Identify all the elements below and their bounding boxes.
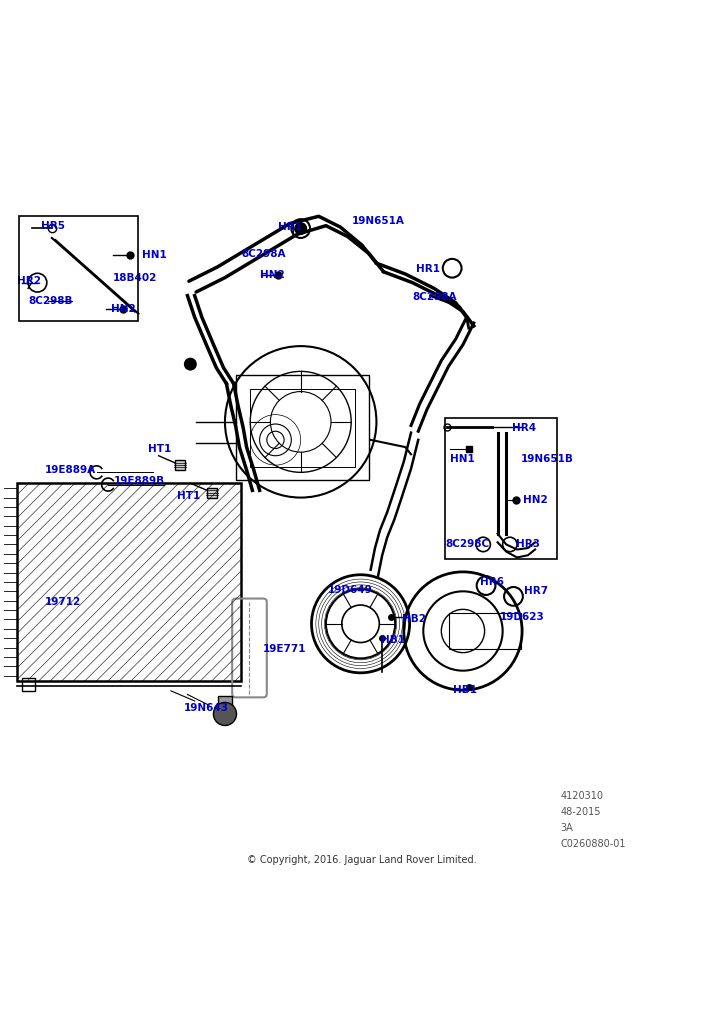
Text: HR1: HR1 (416, 264, 440, 274)
Bar (445, 418, 557, 559)
Text: 8C298C: 8C298C (446, 540, 490, 550)
Text: 19D623: 19D623 (500, 611, 544, 622)
Text: 19E889A: 19E889A (45, 465, 96, 475)
Text: 19N651A: 19N651A (352, 216, 405, 226)
Text: HT1: HT1 (177, 492, 200, 501)
Text: HR7: HR7 (524, 587, 548, 596)
Text: HN2: HN2 (111, 303, 136, 313)
Text: 18B402: 18B402 (113, 272, 158, 283)
Text: HN2: HN2 (523, 496, 547, 506)
Text: HB1: HB1 (453, 685, 477, 695)
Text: 8C298B: 8C298B (29, 296, 73, 306)
Circle shape (185, 358, 196, 370)
Text: HR6: HR6 (479, 577, 504, 587)
Text: 48-2015: 48-2015 (560, 807, 601, 817)
Text: HR5: HR5 (41, 221, 65, 230)
Text: HN1: HN1 (450, 454, 475, 464)
Text: HN1: HN1 (142, 250, 167, 259)
Text: HN2: HN2 (260, 270, 285, 281)
Text: 19E889B: 19E889B (114, 476, 165, 486)
Text: 19712: 19712 (45, 597, 81, 607)
Circle shape (214, 702, 237, 725)
Text: 8C298A: 8C298A (242, 249, 286, 259)
Text: HT1: HT1 (148, 443, 171, 454)
Text: 19D649: 19D649 (328, 585, 373, 595)
Text: 4120310: 4120310 (560, 792, 603, 801)
Text: 19E771: 19E771 (264, 644, 307, 654)
Bar (20, 216, 138, 321)
Bar (251, 389, 355, 467)
Circle shape (295, 223, 306, 234)
Text: HR2: HR2 (17, 276, 41, 287)
Text: HB1: HB1 (381, 635, 405, 645)
Bar (218, 696, 232, 714)
Text: 19N651B: 19N651B (521, 454, 573, 464)
Text: 19N643: 19N643 (184, 703, 229, 713)
Text: 3A: 3A (560, 823, 573, 833)
Bar (236, 375, 369, 479)
Bar (449, 613, 521, 649)
Text: HB2: HB2 (403, 613, 426, 624)
Text: 8C298A: 8C298A (413, 292, 457, 302)
Text: HR3: HR3 (515, 540, 539, 550)
Text: HR4: HR4 (512, 423, 536, 433)
Bar (17, 483, 241, 682)
Bar (22, 678, 35, 691)
Text: © Copyright, 2016. Jaguar Land Rover Limited.: © Copyright, 2016. Jaguar Land Rover Lim… (247, 855, 477, 864)
Text: HR1: HR1 (277, 222, 302, 232)
Text: C0260880-01: C0260880-01 (560, 839, 626, 849)
